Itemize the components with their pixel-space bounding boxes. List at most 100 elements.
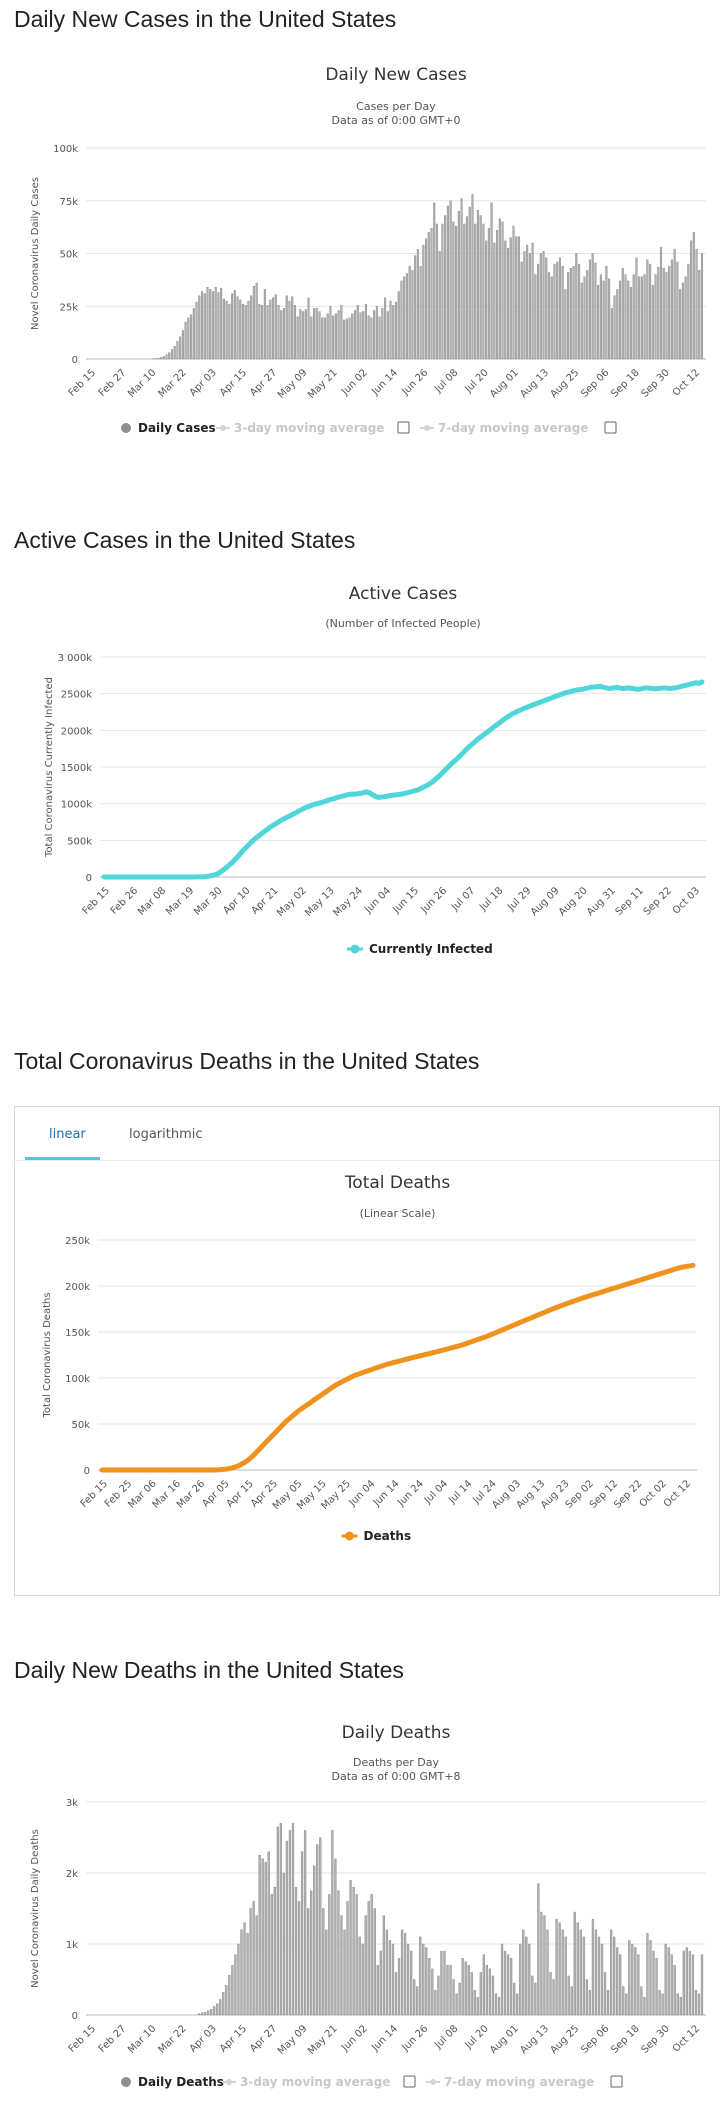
data-bar [373,1908,376,2016]
data-bar [408,265,411,360]
y-tick-label: 2000k [61,726,92,737]
data-bar [673,1965,676,2016]
x-tick-label: Sep 22 [642,885,674,917]
data-bar [579,1929,582,2016]
data-bar [206,287,209,360]
data-bar [692,232,695,360]
data-bar [438,251,441,360]
x-tick-label: Jul 08 [432,367,460,395]
data-bar [359,312,362,360]
legend-checkbox[interactable] [397,421,410,434]
data-bar [474,223,477,360]
data-bar [213,2006,216,2016]
data-bar [567,272,570,360]
data-bar [573,1911,576,2016]
x-tick-label: Mar 30 [192,885,224,917]
legend-checkbox[interactable] [610,2075,623,2088]
x-tick-label: Aug 20 [557,885,590,918]
data-bar [503,1950,507,2016]
data-bar [634,1947,637,2016]
y-tick-label: 0 [72,2011,78,2022]
data-bar [373,310,376,360]
legend-marker-icon [220,425,226,431]
data-bar [263,289,266,360]
active-cases-chart: Active Cases (Number of Infected People) T… [44,584,706,956]
data-bar [222,1992,225,2016]
tab-logarithmic[interactable]: logarithmic [129,1127,203,1142]
y-axis-label: Novel Coronavirus Daily Cases [30,177,41,330]
legend-item[interactable]: 7-day moving average [444,2075,594,2089]
data-bar [643,1997,646,2016]
data-bar [299,309,302,360]
data-bar [296,316,299,360]
x-tick-label: Jul 18 [477,885,505,913]
legend-item[interactable]: Deaths [364,1529,412,1543]
data-bar [522,1929,525,2016]
data-bar [616,1947,619,2016]
x-tick-label: Sep 30 [640,367,672,399]
total-deaths-section-title: Total Coronavirus Deaths in the United S… [14,1048,480,1074]
y-tick-label: 2500k [61,690,92,701]
data-bar [403,1933,407,2016]
data-bar [181,330,184,360]
data-bar [543,1915,546,2016]
data-bar [570,1986,573,2016]
data-bar [651,284,654,360]
legend-item[interactable]: Daily Deaths [138,2075,224,2089]
data-bar [355,1894,358,2016]
data-bar [291,1823,295,2016]
data-bar [493,242,496,360]
data-bar [190,314,193,360]
tab-linear[interactable]: linear [49,1127,86,1142]
data-bar [488,1968,492,2016]
data-bar [410,1950,413,2016]
legend-checkbox[interactable] [403,2075,416,2088]
y-tick-label: 100k [53,144,78,155]
data-bar [237,1943,240,2016]
data-bar [458,1982,461,2016]
y-tick-label: 1500k [61,763,92,774]
data-bar [619,1954,622,2016]
data-bar [349,1879,352,2016]
data-bar [640,1986,643,2016]
legend-checkbox[interactable] [604,421,617,434]
data-bar [613,295,616,360]
data-bar [271,297,275,360]
x-tick-label: Apr 15 [218,2023,249,2054]
y-tick-label: 500k [67,836,92,847]
x-tick-label: Jul 07 [449,885,477,913]
data-bar [558,1922,561,2016]
data-bar [537,263,540,360]
data-bar [244,304,247,360]
data-bar [297,1901,301,2016]
data-bar [498,218,501,360]
data-bar [382,1915,386,2016]
data-bar [637,1954,640,2016]
data-bar [542,251,545,360]
x-tick-label: Oct 12 [671,367,702,398]
legend-item[interactable]: Daily Cases [138,421,216,435]
data-bar [531,1975,534,2016]
data-bar [288,300,291,360]
data-bar [610,308,613,360]
data-bar [433,202,436,360]
data-bar [695,249,698,360]
data-bar [531,242,534,360]
data-bar [337,310,340,360]
x-tick-label: Jul 20 [462,367,490,395]
data-bar [358,1936,361,2016]
legend-item[interactable]: 3-day moving average [240,2075,390,2089]
x-tick-label: Sep 18 [609,2023,641,2055]
data-bar [612,1936,616,2016]
x-tick-label: Oct 03 [671,885,702,916]
chart-title: Active Cases [349,584,458,604]
data-bar [280,310,283,360]
data-bar [234,1954,237,2016]
legend-item[interactable]: 3-day moving average [234,421,384,435]
data-bar [602,280,605,360]
legend-item[interactable]: Currently Infected [369,942,493,956]
legend-item[interactable]: 7-day moving average [438,421,588,435]
data-bar [159,357,163,360]
x-tick-label: Jun 14 [371,1478,402,1509]
data-bar [640,276,643,360]
